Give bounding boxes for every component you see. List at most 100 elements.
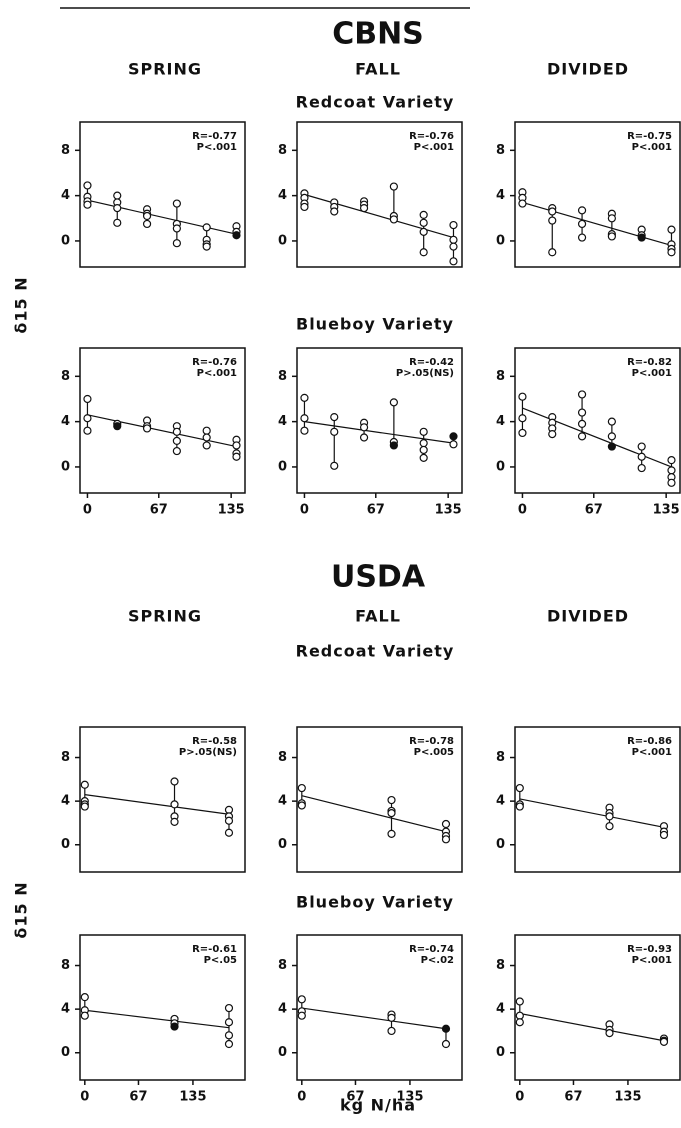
point [389,398,398,407]
point [518,428,527,438]
point [142,219,152,229]
y-tick-label: 0 [61,233,70,248]
y-tick-label: 4 [496,794,505,809]
panel: 0 4 8 0 67 135 R=-0.82P<.001 [496,347,681,518]
y-tick-label: 0 [278,233,287,248]
point [667,225,676,234]
point [232,441,241,450]
y-tick-label: 4 [496,1002,505,1017]
annotation: P<.001 [632,747,672,758]
point [577,432,587,441]
x-axis-label: kg N/ha [340,1096,416,1115]
y-tick-label: 8 [496,369,505,384]
point [330,413,339,422]
point [518,392,527,401]
point [80,993,89,1002]
point [359,203,369,213]
y-tick-label: 0 [278,1045,287,1060]
fit-line [519,798,665,828]
panel: 0 4 8 0 67 135 R=-0.76P<.001 [61,347,246,518]
point [330,427,339,436]
point [113,422,122,431]
annotation: R=-0.61 [192,944,237,955]
panel: 0 4 8 R=-0.75P<.001 [496,121,681,268]
point [300,393,309,402]
panel: 0 4 8 0 67 135 R=-0.74P<.02 [278,934,463,1105]
plot-frame [79,121,246,268]
section-title: USDA [331,560,426,595]
point [419,427,428,436]
y-tick-label: 0 [61,837,70,852]
point [607,232,616,241]
annotation: R=-0.77 [192,131,237,142]
point [607,432,616,441]
point [224,1003,234,1013]
point [607,417,616,426]
plot-frame [79,726,246,873]
point [548,248,557,257]
y-tick-label: 0 [496,1045,505,1060]
panel: 0 4 8 0 67 135 R=-0.42P>.05(NS) [278,347,463,518]
point [330,461,339,470]
point [359,433,369,442]
point [637,463,646,473]
point [224,1039,234,1049]
x-tick-label: 0 [515,1090,524,1105]
y-tick-label: 4 [278,414,287,429]
annotation: P<.05 [204,955,237,966]
point [667,478,676,487]
x-tick-label: 135 [396,1090,423,1105]
column-title: FALL [355,60,401,79]
point [202,426,211,435]
point [577,419,587,428]
annotation: P<.02 [421,955,454,966]
point [518,199,527,208]
x-tick-label: 135 [179,1090,206,1105]
y-tick-label: 4 [496,414,505,429]
point [300,202,309,212]
x-tick-label: 135 [614,1090,641,1105]
y-tick-label: 0 [496,233,505,248]
fit-line [301,1007,447,1030]
point [224,1031,234,1040]
point [659,1037,669,1046]
plot-frame [296,934,463,1081]
point [387,1026,396,1036]
point [419,248,428,257]
point [667,466,676,475]
annotation: P<.001 [197,142,237,153]
point [172,427,181,436]
panel: 0 4 8 R=-0.77P<.001 [61,121,246,268]
point [577,219,587,229]
point [172,199,181,208]
y-axis-label: δ15 N [12,276,31,333]
y-tick-label: 4 [61,188,70,203]
annotation: P<.001 [632,142,672,153]
annotation: R=-0.58 [192,736,237,747]
fit-line [87,414,237,448]
point [232,452,241,461]
point [172,436,181,445]
fit-line [522,201,672,247]
point [80,780,89,789]
point [607,442,616,451]
column-title: FALL [355,607,401,626]
point [449,440,458,449]
panel: 0 4 8 R=-0.86P<.001 [496,726,681,873]
x-tick-label: 0 [297,1090,306,1105]
annotation: R=-0.42 [409,357,454,368]
point [548,216,557,225]
y-tick-label: 0 [61,459,70,474]
fit-line [301,795,447,833]
x-tick-label: 67 [346,1090,364,1105]
y-tick-label: 8 [61,369,70,384]
point [172,446,181,456]
point [300,414,309,423]
plot-frame [79,934,246,1081]
y-tick-label: 8 [278,750,287,765]
point [518,414,527,423]
x-tick-label: 0 [300,503,309,518]
point [577,233,587,242]
fit-line [522,407,672,468]
x-tick-label: 135 [653,503,680,518]
